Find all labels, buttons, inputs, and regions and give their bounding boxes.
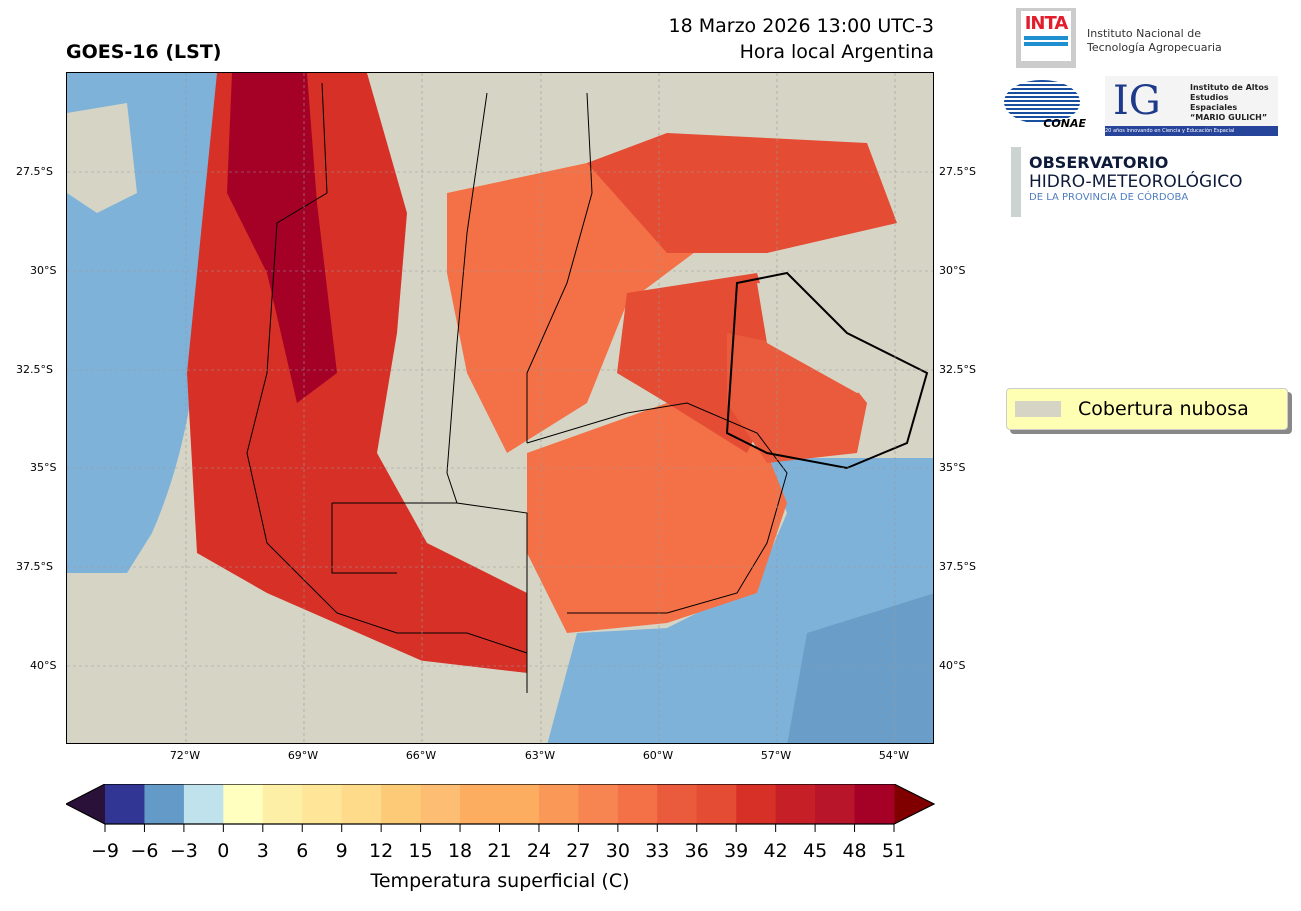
- lat-tick-left: 40°S: [30, 659, 57, 672]
- colorbar-bin: [657, 784, 698, 824]
- observatorio-bar: [1011, 147, 1021, 217]
- lon-tick: 69°W: [287, 749, 319, 762]
- temperature-map: [66, 72, 934, 744]
- colorbar-tick-label: 42: [763, 840, 788, 862]
- atlantic-deep: [787, 593, 933, 743]
- lat-tick-right: 37.5°S: [939, 560, 976, 573]
- lat-tick-left: 27.5°S: [16, 165, 53, 178]
- colorbar-bin: [617, 784, 658, 824]
- colorbar-bin: [420, 784, 461, 824]
- ig-logo: IG Instituto de Altos Estudios Espaciale…: [1105, 76, 1278, 136]
- colorbar-bin: [538, 784, 579, 824]
- colorbar-tick-label: 0: [217, 840, 230, 862]
- lat-tick-left: 32.5°S: [16, 363, 53, 376]
- lon-tick: 60°W: [642, 749, 674, 762]
- colorbar-bin: [736, 784, 777, 824]
- lat-tick-right: 35°S: [939, 461, 966, 474]
- lon-tick: 57°W: [760, 749, 792, 762]
- colorbar-tick-label: 39: [724, 840, 749, 862]
- inta-name-1: Instituto Nacional de: [1087, 27, 1201, 40]
- colorbar-tick-label: 21: [487, 840, 512, 862]
- colorbar-tick-label: −9: [90, 840, 120, 862]
- colorbar-tick-label: 18: [447, 840, 473, 862]
- lon-tick: 54°W: [878, 749, 910, 762]
- colorbar-tick-label: 30: [605, 840, 630, 862]
- cloud-uruguay: [757, 283, 927, 393]
- colorbar-bin: [775, 784, 816, 824]
- map-canvas: [67, 73, 933, 743]
- inta-name: Instituto Nacional de Tecnología Agropec…: [1087, 27, 1222, 55]
- lat-tick-left: 37.5°S: [16, 560, 53, 573]
- heat-pampa: [527, 403, 787, 633]
- colorbar-bin: [223, 784, 264, 824]
- colorbar-bin: [144, 784, 185, 824]
- ig-line1: Instituto de Altos: [1190, 83, 1269, 92]
- lon-tick: 63°W: [524, 749, 556, 762]
- lon-tick: 66°W: [405, 749, 437, 762]
- colorbar-bin: [460, 784, 500, 824]
- colorbar-bin: [262, 784, 303, 824]
- colorbar-tick-label: 12: [369, 840, 394, 862]
- colorbar: [66, 784, 936, 832]
- ig-line3: “MARIO GULICH”: [1190, 113, 1268, 122]
- inta-mark: INTA: [1024, 13, 1069, 34]
- cloud-south: [187, 633, 537, 743]
- colorbar-bin: [854, 784, 895, 824]
- product-title: GOES-16 (LST): [66, 41, 222, 63]
- inta-name-2: Tecnología Agropecuaria: [1087, 41, 1222, 54]
- heat-andes: [227, 73, 337, 403]
- colorbar-under-arrow: [66, 784, 105, 824]
- obs-line3: DE LA PROVINCIA DE CÓRDOBA: [1029, 192, 1189, 203]
- heat-center: [447, 163, 707, 453]
- ig-tagline: 20 años innovando en Ciencia y Educación…: [1105, 126, 1278, 136]
- ig-line2: Estudios Espaciales: [1190, 93, 1238, 112]
- colorbar-tick-label: −6: [130, 840, 159, 862]
- lat-tick-right: 40°S: [939, 659, 966, 672]
- colorbar-tick-label: 15: [408, 840, 433, 862]
- observatorio-logo: OBSERVATORIO HIDRO-METEOROLÓGICO DE LA P…: [1029, 153, 1242, 203]
- colorbar-tick-label: 9: [335, 840, 348, 862]
- colorbar-bin: [696, 784, 737, 824]
- colorbar-tick-label: 33: [645, 840, 670, 862]
- lon-tick: 72°W: [169, 749, 201, 762]
- colorbar-bin: [499, 784, 540, 824]
- heat-north: [587, 133, 897, 253]
- colorbar-bin: [105, 784, 145, 824]
- colorbar-tick-label: 51: [881, 840, 907, 862]
- colorbar-tick-label: −3: [169, 840, 198, 862]
- colorbar-bin: [302, 784, 343, 824]
- colorbar-tick-label: 36: [684, 840, 709, 862]
- map-legend: Cobertura nubosa: [1006, 388, 1288, 430]
- conae-mark: CONAE: [1043, 117, 1086, 130]
- colorbar-bin: [578, 784, 619, 824]
- ig-mark: IG: [1113, 78, 1161, 124]
- colorbar-tick-label: 48: [842, 840, 867, 862]
- colorbar-bin: [381, 784, 422, 824]
- lat-tick-right: 27.5°S: [939, 165, 976, 178]
- colorbar-tick-label: 3: [256, 840, 269, 862]
- colorbar-bin: [815, 784, 856, 824]
- colorbar-bin: [183, 784, 224, 824]
- colorbar-bin: [341, 784, 382, 824]
- colorbar-tick-label: 27: [566, 840, 591, 862]
- obs-line2: HIDRO-METEOROLÓGICO: [1029, 172, 1243, 192]
- lat-tick-right: 30°S: [939, 264, 966, 277]
- lat-tick-left: 35°S: [30, 461, 57, 474]
- colorbar-tick-label: 45: [803, 840, 828, 862]
- colorbar-tick-label: 24: [526, 840, 552, 862]
- pacific-ocean-cloud: [67, 103, 137, 213]
- cloud-swatch: [1015, 401, 1061, 417]
- lat-tick-right: 32.5°S: [939, 363, 976, 376]
- legend-label: Cobertura nubosa: [1078, 398, 1249, 420]
- date-label: 18 Marzo 2026 13:00 UTC-3: [668, 15, 935, 37]
- colorbar-tick-label: 6: [296, 840, 309, 862]
- timestamp: 18 Marzo 2026 13:00 UTC-3 Hora local Arg…: [669, 13, 935, 65]
- conae-logo: CONAE: [1004, 80, 1086, 130]
- obs-line1: OBSERVATORIO: [1029, 153, 1169, 172]
- lat-tick-left: 30°S: [30, 264, 57, 277]
- colorbar-over-arrow: [894, 784, 934, 824]
- inta-logo: INTA: [1016, 8, 1076, 68]
- colorbar-label: Temperatura superficial (C): [370, 870, 630, 892]
- local-time-label: Hora local Argentina: [739, 41, 934, 63]
